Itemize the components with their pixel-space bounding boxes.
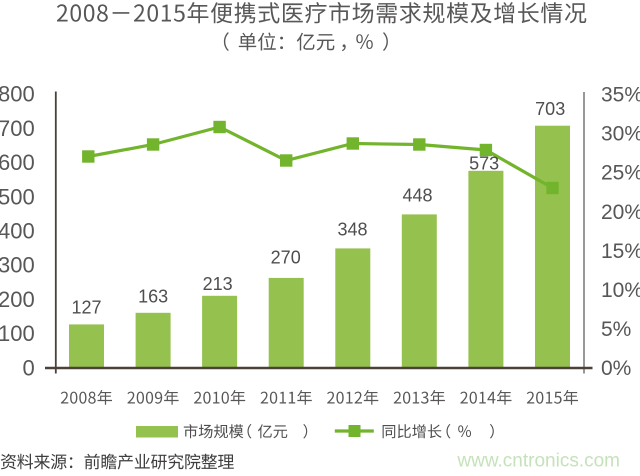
svg-text:15%: 15% [601, 240, 640, 263]
svg-text:448: 448 [402, 186, 432, 206]
svg-text:35%: 35% [601, 84, 640, 107]
svg-text:348: 348 [337, 220, 367, 240]
svg-text:30%: 30% [601, 123, 640, 146]
svg-text:270: 270 [271, 248, 301, 268]
svg-text:573: 573 [469, 154, 499, 174]
svg-text:500: 500 [0, 184, 35, 209]
svg-text:20%: 20% [601, 201, 640, 224]
svg-text:300: 300 [0, 253, 35, 278]
svg-text:800: 800 [0, 82, 35, 107]
svg-text:www.cntronics.com: www.cntronics.com [456, 451, 620, 472]
svg-text:700: 700 [0, 116, 35, 141]
svg-text:25%: 25% [601, 162, 640, 185]
svg-text:5%: 5% [601, 318, 631, 341]
svg-text:0: 0 [22, 355, 34, 380]
svg-text:213: 213 [203, 274, 233, 294]
svg-text:200: 200 [0, 287, 35, 312]
svg-text:703: 703 [535, 99, 565, 119]
svg-text:10%: 10% [601, 279, 640, 302]
svg-text:0%: 0% [601, 357, 631, 380]
svg-text:127: 127 [71, 298, 101, 318]
svg-text:163: 163 [138, 286, 168, 306]
svg-text:100: 100 [0, 321, 35, 346]
svg-text:400: 400 [0, 219, 35, 244]
svg-text:600: 600 [0, 150, 35, 175]
